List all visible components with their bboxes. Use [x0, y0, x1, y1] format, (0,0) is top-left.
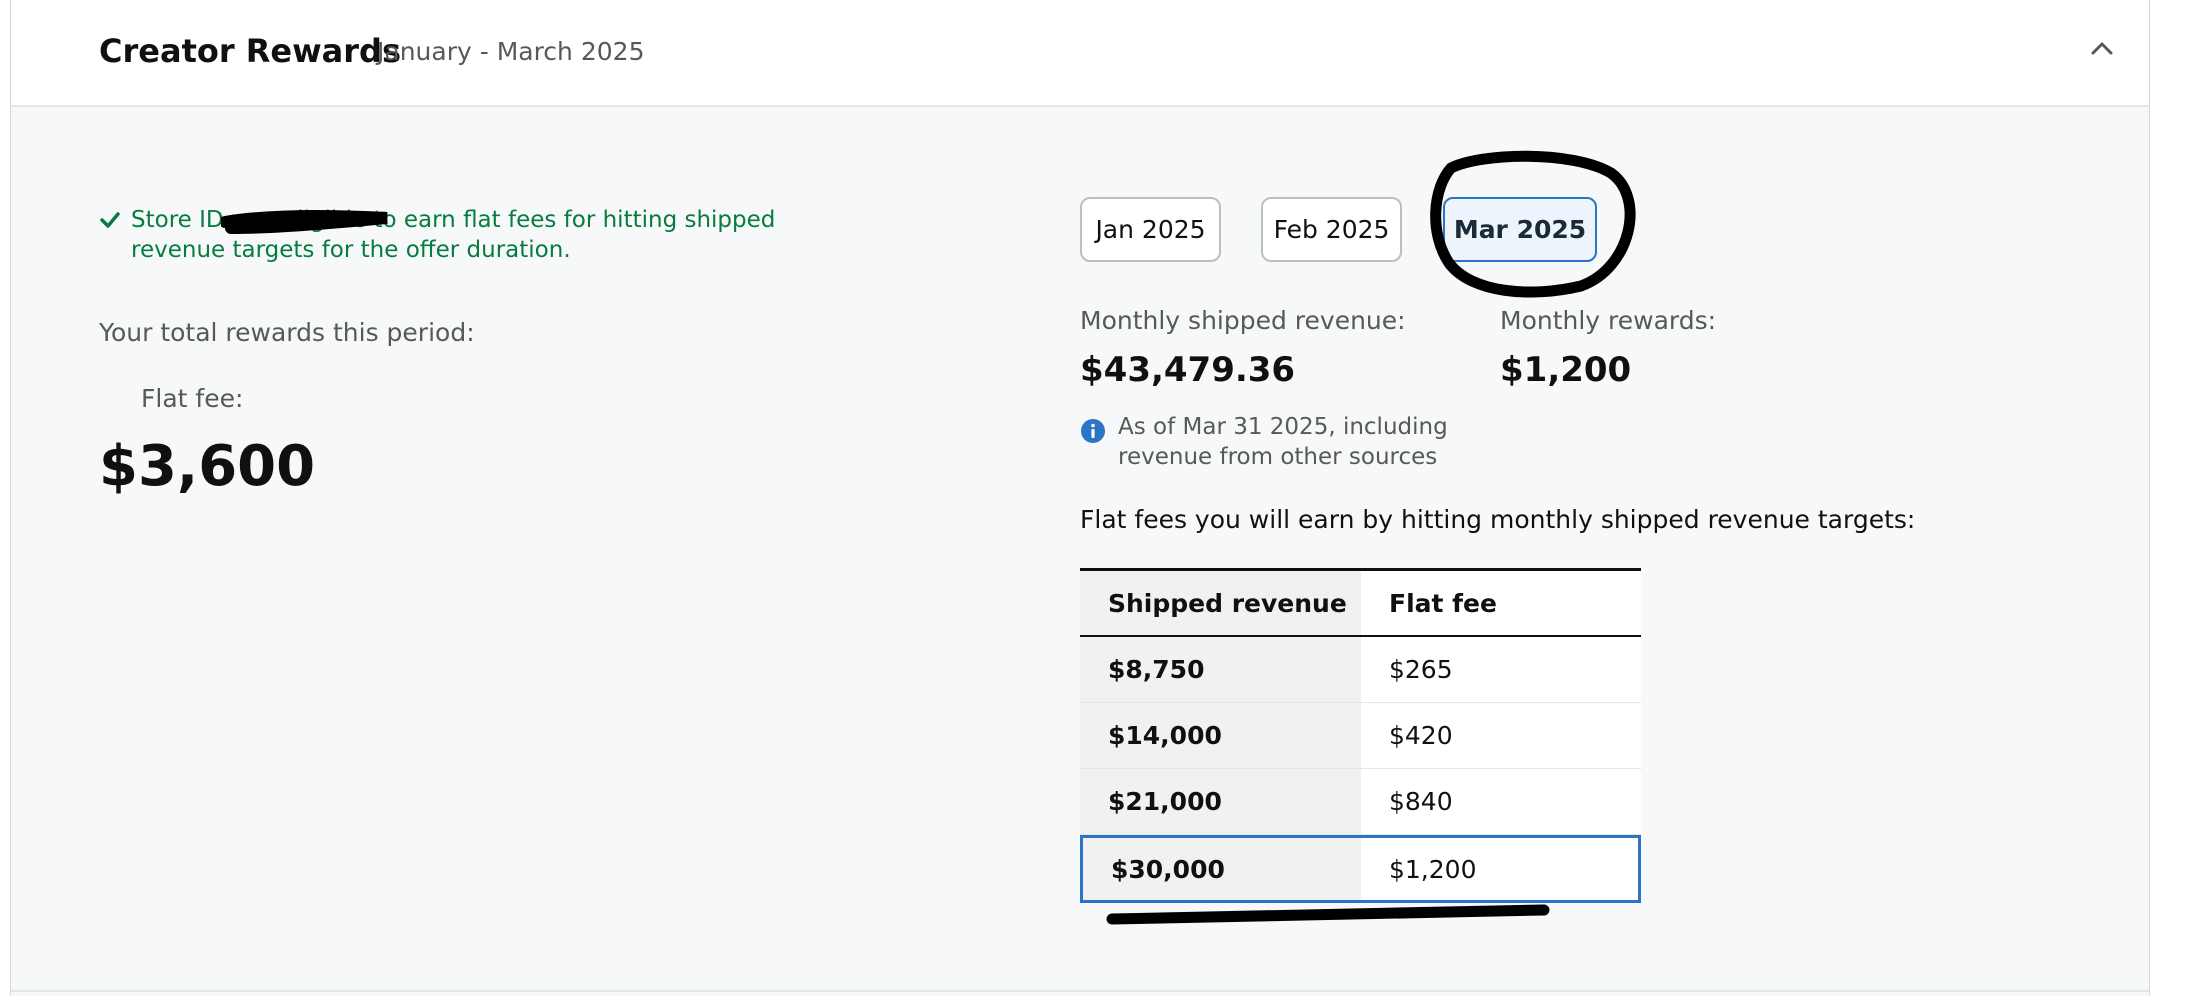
check-icon: [100, 212, 120, 228]
circle-annotation: [1430, 150, 1636, 298]
fee-cell: $840: [1361, 769, 1641, 834]
revenue-cell: $30,000: [1083, 838, 1361, 900]
revenue-note: As of Mar 31 2025, including revenue fro…: [1118, 414, 1448, 470]
table-row: $14,000 $420: [1080, 703, 1641, 769]
table-row-achieved: $30,000 $1,200: [1080, 835, 1641, 903]
page-title: Creator Rewards: [99, 32, 401, 70]
revenue-cell: $21,000: [1080, 769, 1361, 834]
total-rewards-label: Your total rewards this period:: [99, 318, 475, 347]
column-header-flat-fee: Flat fee: [1361, 571, 1641, 635]
chevron-up-icon[interactable]: [2085, 34, 2119, 62]
column-header-shipped-revenue: Shipped revenue: [1080, 571, 1361, 635]
period-subtitle: January - March 2025: [377, 37, 645, 66]
eligibility-text: Store ID was eligible to earn flat fees …: [131, 207, 776, 263]
monthly-rewards-label: Monthly rewards:: [1500, 306, 1717, 335]
table-row: $8,750 $265: [1080, 637, 1641, 703]
redaction-scribble: [221, 209, 388, 234]
monthly-revenue-label: Monthly shipped revenue:: [1080, 306, 1406, 335]
tab-mar-2025[interactable]: Mar 2025: [1443, 197, 1597, 262]
targets-table: Shipped revenue Flat fee $8,750 $265 $14…: [1080, 568, 1641, 903]
table-row: $21,000 $840: [1080, 769, 1641, 835]
fee-cell: $420: [1361, 703, 1641, 768]
monthly-revenue-value: $43,479.36: [1080, 350, 1296, 390]
tab-jan-2025[interactable]: Jan 2025: [1080, 197, 1221, 262]
panel-header[interactable]: Creator Rewards January - March 2025: [11, 0, 2149, 107]
flat-fee-total: $3,600: [99, 434, 316, 499]
monthly-rewards-value: $1,200: [1500, 350, 1632, 390]
revenue-cell: $14,000: [1080, 703, 1361, 768]
underline-annotation: [1106, 904, 1550, 925]
fee-cell: $265: [1361, 637, 1641, 702]
targets-heading: Flat fees you will earn by hitting month…: [1080, 505, 1916, 534]
bottom-divider: [11, 990, 2149, 992]
table-header: Shipped revenue Flat fee: [1080, 571, 1641, 637]
info-icon: [1081, 419, 1105, 443]
flat-fee-label: Flat fee:: [141, 384, 244, 413]
revenue-cell: $8,750: [1080, 637, 1361, 702]
creator-rewards-panel: Creator Rewards January - March 2025 Sto…: [10, 0, 2150, 996]
tab-feb-2025[interactable]: Feb 2025: [1261, 197, 1402, 262]
fee-cell: $1,200: [1361, 838, 1638, 900]
